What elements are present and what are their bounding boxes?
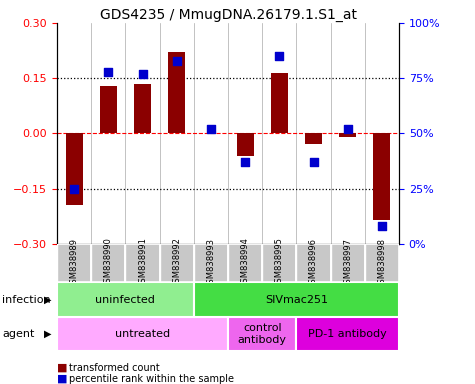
- Text: GSM838991: GSM838991: [138, 238, 147, 288]
- Text: ▶: ▶: [44, 295, 51, 305]
- Text: percentile rank within the sample: percentile rank within the sample: [69, 374, 234, 384]
- Text: agent: agent: [2, 329, 35, 339]
- Bar: [373, 134, 390, 220]
- Text: infection: infection: [2, 295, 51, 305]
- Text: SIVmac251: SIVmac251: [265, 295, 328, 305]
- Bar: [339, 134, 356, 137]
- Bar: [125, 244, 160, 282]
- Text: ■: ■: [57, 374, 67, 384]
- Text: GSM838994: GSM838994: [241, 238, 249, 288]
- Bar: [57, 317, 228, 351]
- Text: uninfected: uninfected: [95, 295, 155, 305]
- Title: GDS4235 / MmugDNA.26179.1.S1_at: GDS4235 / MmugDNA.26179.1.S1_at: [99, 8, 357, 22]
- Text: GSM838996: GSM838996: [309, 238, 318, 288]
- Bar: [296, 317, 399, 351]
- Text: PD-1 antibody: PD-1 antibody: [308, 329, 387, 339]
- Text: GSM838997: GSM838997: [343, 238, 352, 288]
- Bar: [57, 282, 194, 317]
- Text: ▶: ▶: [44, 329, 51, 339]
- Point: [378, 223, 386, 229]
- Bar: [237, 134, 254, 156]
- Point: [276, 53, 283, 59]
- Point: [139, 71, 146, 77]
- Text: GSM838990: GSM838990: [104, 238, 113, 288]
- Bar: [296, 244, 331, 282]
- Bar: [194, 244, 228, 282]
- Bar: [168, 53, 185, 134]
- Point: [310, 159, 317, 165]
- Bar: [134, 84, 151, 134]
- Bar: [228, 244, 262, 282]
- Text: GSM838989: GSM838989: [70, 238, 78, 288]
- Bar: [365, 244, 399, 282]
- Text: transformed count: transformed count: [69, 363, 160, 373]
- Text: GSM838995: GSM838995: [275, 238, 284, 288]
- Text: untreated: untreated: [115, 329, 170, 339]
- Bar: [91, 244, 125, 282]
- Point: [173, 58, 180, 64]
- Bar: [57, 244, 91, 282]
- Text: GSM838993: GSM838993: [207, 238, 215, 288]
- Bar: [66, 134, 83, 205]
- Point: [104, 68, 112, 74]
- Bar: [262, 244, 296, 282]
- Text: GSM838992: GSM838992: [172, 238, 181, 288]
- Point: [207, 126, 215, 132]
- Point: [344, 126, 352, 132]
- Bar: [194, 282, 399, 317]
- Point: [70, 185, 78, 192]
- Text: control
antibody: control antibody: [238, 323, 287, 345]
- Bar: [305, 134, 322, 144]
- Bar: [228, 317, 296, 351]
- Bar: [271, 73, 288, 134]
- Bar: [331, 244, 365, 282]
- Bar: [100, 86, 117, 134]
- Text: GSM838998: GSM838998: [378, 238, 386, 288]
- Text: ■: ■: [57, 363, 67, 373]
- Point: [241, 159, 249, 165]
- Bar: [160, 244, 194, 282]
